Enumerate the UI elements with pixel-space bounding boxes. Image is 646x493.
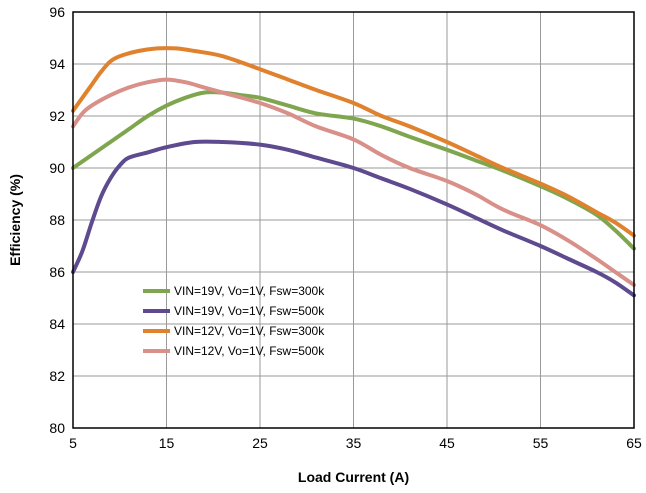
grid <box>73 12 634 428</box>
series-line-4 <box>71 77 636 287</box>
y-tick-label: 88 <box>49 212 65 228</box>
series-line-1 <box>71 90 636 251</box>
y-tick-label: 90 <box>49 160 65 176</box>
x-tick-label: 15 <box>159 435 175 451</box>
legend-label-1: VIN=19V, Vo=1V, Fsw=300k <box>174 284 325 298</box>
y-axis-title: Efficiency (%) <box>7 174 23 266</box>
x-tick-label: 55 <box>533 435 549 451</box>
y-tick-label: 96 <box>49 4 65 20</box>
y-tick-label: 84 <box>49 316 65 332</box>
y-tick-label: 86 <box>49 264 65 280</box>
y-tick-label: 80 <box>49 420 65 436</box>
x-tick-label: 45 <box>439 435 455 451</box>
x-tick-label: 65 <box>626 435 642 451</box>
x-tick-label: 35 <box>346 435 362 451</box>
x-axis-title: Load Current (A) <box>298 469 409 485</box>
legend-label-4: VIN=12V, Vo=1V, Fsw=500k <box>174 344 325 358</box>
legend-label-2: VIN=19V, Vo=1V, Fsw=500k <box>174 304 325 318</box>
series-lines <box>71 46 636 298</box>
legend-label-3: VIN=12V, Vo=1V, Fsw=300k <box>174 324 325 338</box>
y-tick-label: 82 <box>49 368 65 384</box>
y-tick-label: 92 <box>49 108 65 124</box>
axis-ticks: 5 15 25 35 45 55 65 80 82 84 86 88 90 92 94 96 <box>49 4 642 451</box>
plot-area-frame <box>72 11 635 429</box>
x-tick-label: 25 <box>252 435 268 451</box>
series-line-3 <box>71 46 636 238</box>
series-line-2 <box>71 139 636 298</box>
legend: VIN=19V, Vo=1V, Fsw=300k VIN=19V, Vo=1V, … <box>143 284 325 358</box>
y-tick-label: 94 <box>49 56 65 72</box>
x-tick-label: 5 <box>69 435 77 451</box>
